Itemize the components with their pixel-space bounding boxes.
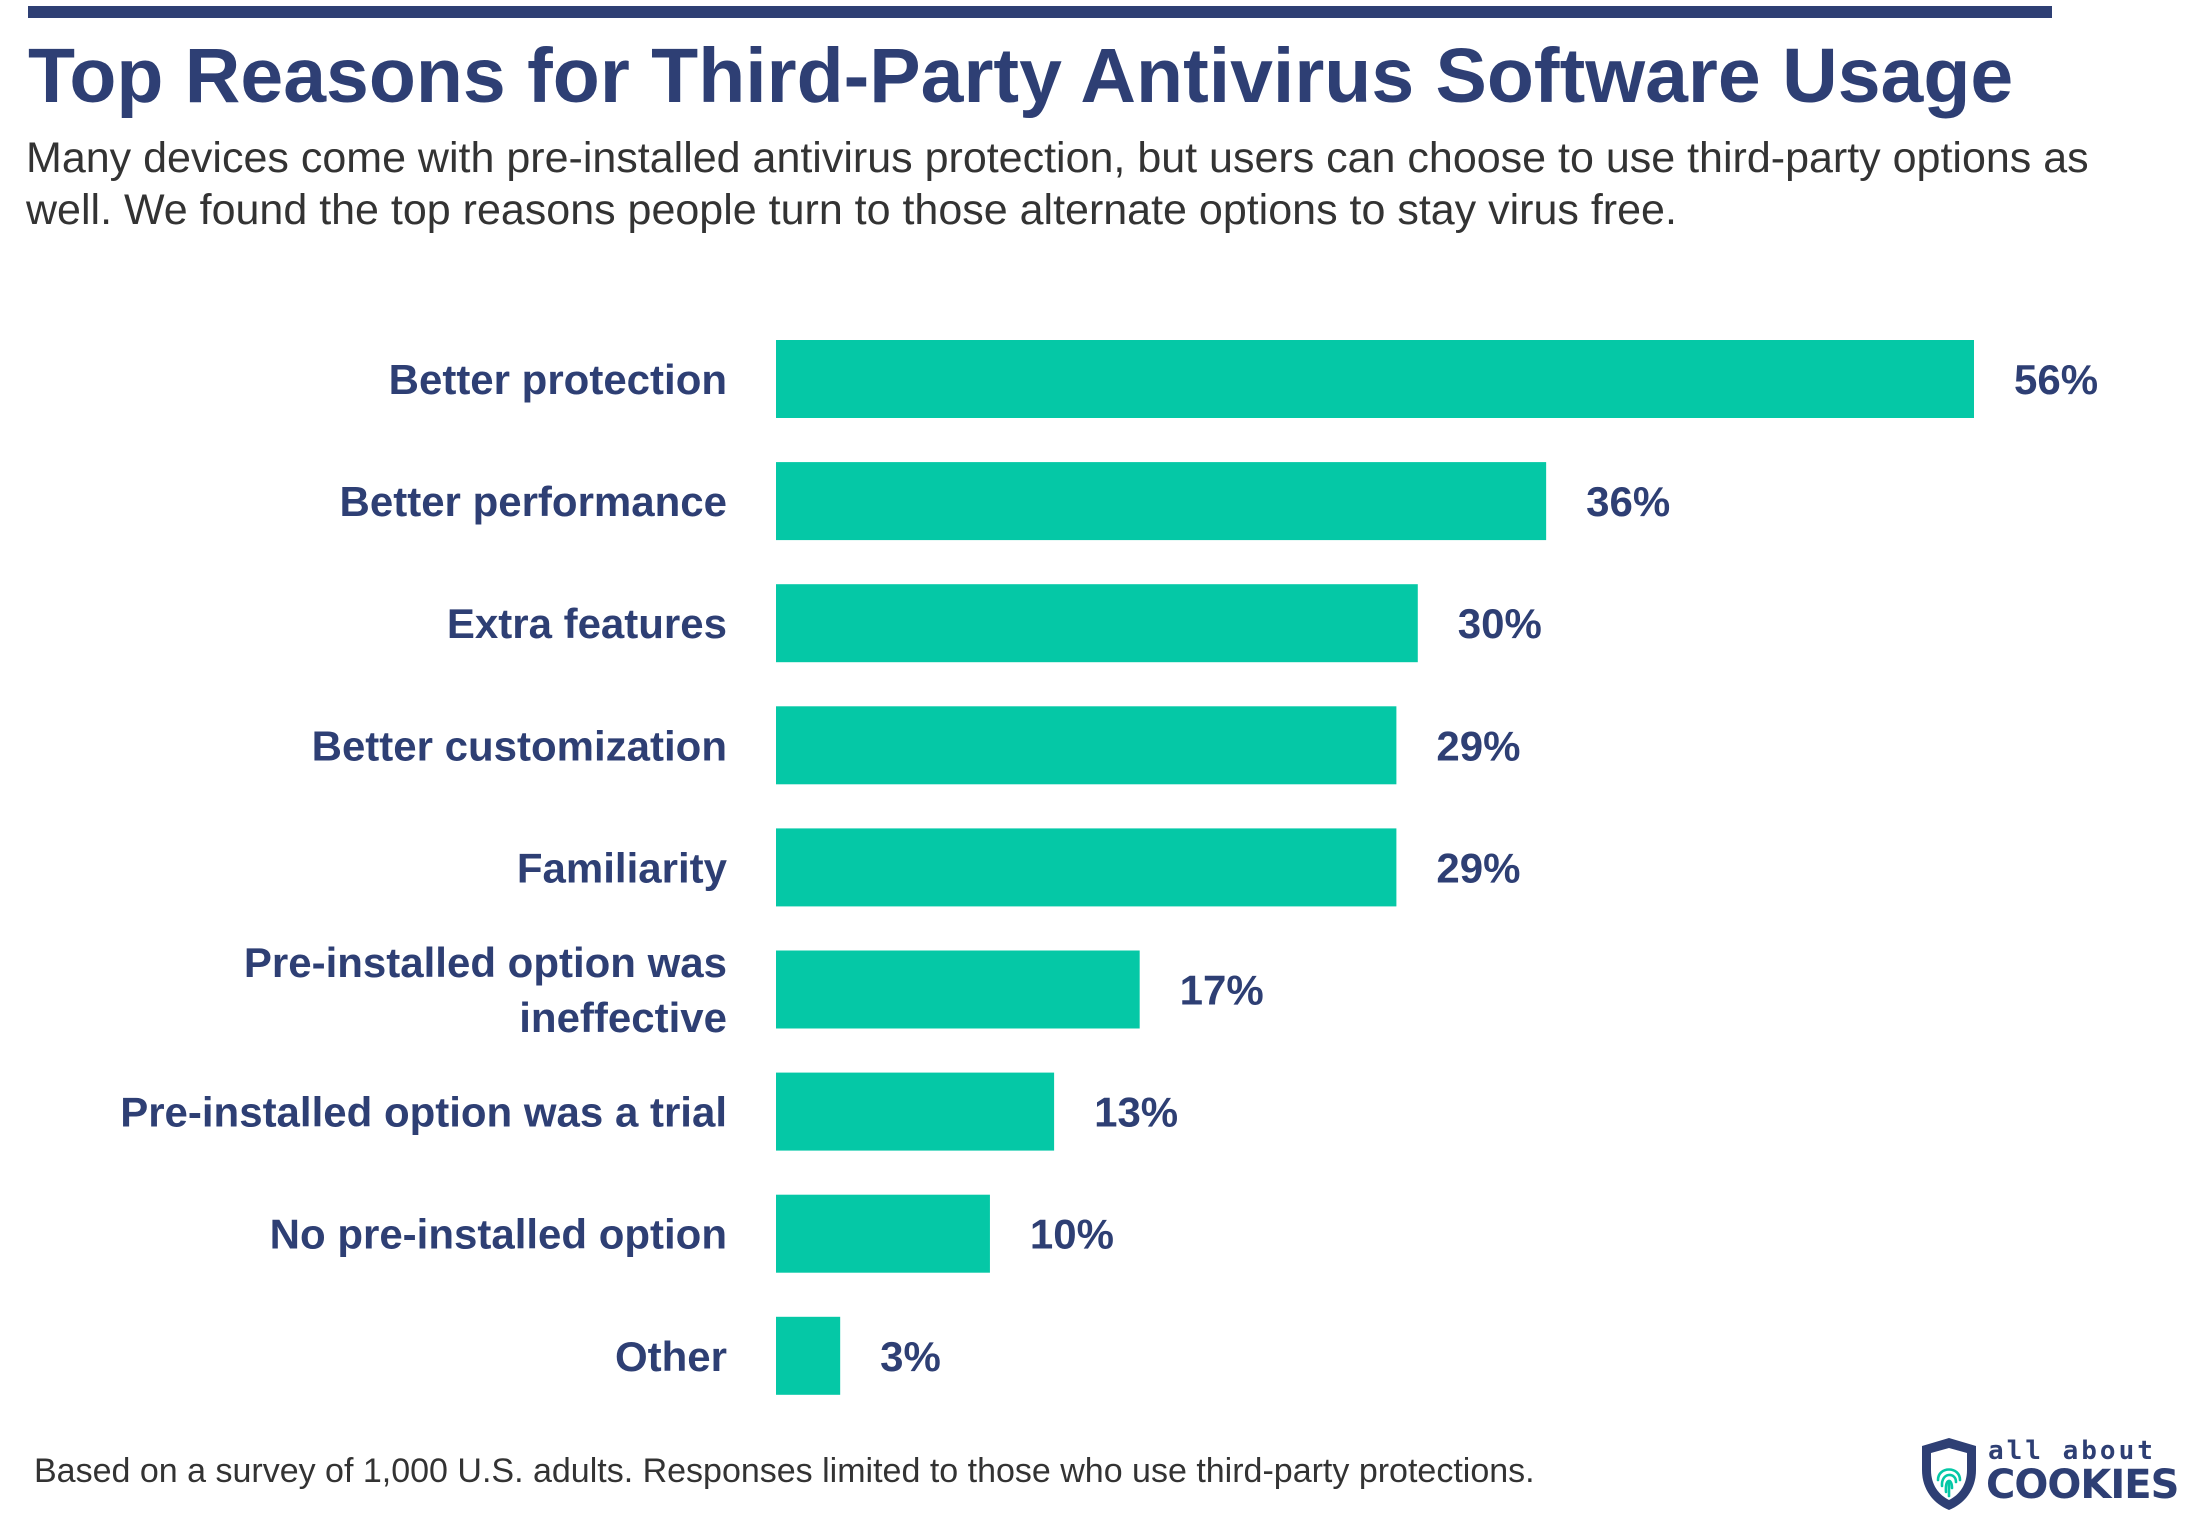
bar-1: [776, 462, 1547, 541]
bar-5: [776, 950, 1140, 1029]
value-label-5: 17%: [1180, 967, 1264, 1014]
category-label-2: Extra features: [447, 600, 727, 647]
category-label-1: Better performance: [340, 478, 727, 525]
bar-7: [776, 1194, 990, 1273]
category-label-4: Familiarity: [517, 844, 728, 891]
value-label-0: 56%: [2014, 356, 2098, 403]
category-label-6: Pre-installed option was a trial: [120, 1089, 727, 1136]
bar-chart: 56% Better protection 36% Better performanc…: [120, 340, 2098, 1395]
bar-8: [776, 1316, 841, 1395]
category-label-3: Better customization: [312, 722, 727, 769]
bar-0: [776, 340, 1974, 418]
footnote: Based on a survey of 1,000 U.S. adults. …: [34, 1452, 1535, 1490]
value-label-2: 30%: [1458, 600, 1542, 647]
category-label-5: Pre-installed option was ineffective: [244, 939, 727, 1041]
bar-6: [776, 1072, 1055, 1151]
category-label-line: No pre-installed option: [270, 1211, 727, 1258]
logo-text-bottom: COOKIES: [1986, 1462, 2179, 1508]
category-label-line: Extra features: [447, 600, 727, 647]
shield-fingerprint-icon: [1922, 1438, 1976, 1510]
top-rule: [28, 6, 2052, 18]
bar-2: [776, 584, 1418, 663]
value-label-4: 29%: [1436, 844, 1520, 891]
category-label-8: Other: [615, 1333, 727, 1380]
category-label-line: ineffective: [519, 994, 727, 1041]
category-label-line: Other: [615, 1333, 727, 1380]
bar-4: [776, 828, 1397, 907]
category-label-7: No pre-installed option: [270, 1211, 727, 1258]
chart-subtitle: Many devices come with pre-installed ant…: [26, 134, 2089, 234]
value-label-8: 3%: [880, 1333, 941, 1380]
category-label-line: Better performance: [340, 478, 727, 525]
category-label-0: Better protection: [389, 356, 727, 403]
value-label-1: 36%: [1586, 478, 1670, 525]
value-label-7: 10%: [1030, 1211, 1114, 1258]
category-label-line: Better protection: [389, 356, 727, 403]
bar-3: [776, 706, 1397, 785]
value-label-3: 29%: [1436, 722, 1520, 769]
category-label-line: Better customization: [312, 722, 727, 769]
category-label-line: Pre-installed option was a trial: [120, 1089, 727, 1136]
logo-text-top: all about: [1988, 1436, 2156, 1466]
category-label-line: Familiarity: [517, 844, 728, 891]
value-label-6: 13%: [1094, 1089, 1178, 1136]
category-label-line: Pre-installed option was: [244, 939, 727, 986]
all-about-cookies-logo: all about COOKIES: [1918, 1436, 2179, 1512]
chart-title: Top Reasons for Third-Party Antivirus So…: [28, 33, 2014, 119]
